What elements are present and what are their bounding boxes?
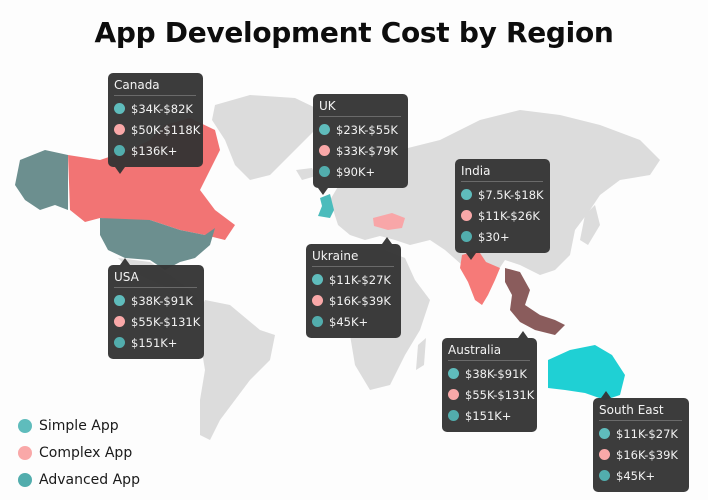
madagascar-shape [416,338,426,370]
region-card-australia: Australia $38K-$91K $55K-$131K $151K+ [442,331,537,432]
region-name: Australia [448,342,530,361]
complex-cost-row: $55K-$131K [448,384,534,405]
region-card-usa: USA $38K-$91K $55K-$131K $151K+ [108,258,204,359]
greenland-shape [212,95,320,180]
simple-dot-icon [319,124,330,135]
advanced-cost-row: $30+ [461,226,543,247]
complex-dot-icon [312,295,323,306]
south-america-shape [198,300,275,440]
complex-cost-row: $16K-$39K [599,444,682,465]
complex-cost-row: $50K-$118K [114,119,200,140]
complex-dot-icon [461,210,472,221]
region-card-india: India $7.5K-$18K $11K-$26K $30+ [455,159,550,260]
legend-label: Complex App [39,444,133,461]
advanced-cost-row: $151K+ [448,405,530,426]
southeast-asia-shape [505,268,565,335]
simple-cost-row: $38K-$91K [448,363,530,384]
simple-cost-row: $38K-$91K [114,290,197,311]
advanced-cost-row: $90K+ [319,161,401,182]
advanced-cost-row: $45K+ [312,311,394,332]
legend: Simple App Complex App Advanced App [18,412,140,493]
region-name: India [461,163,543,182]
region-name: USA [114,269,197,288]
pointer-icon [466,253,476,260]
complex-dot-icon [18,445,32,460]
advanced-dot-icon [599,470,610,481]
region-name: UK [319,98,401,117]
pointer-icon [601,391,611,398]
complex-cost-row: $16K-$39K [312,290,394,311]
usa-shape [100,218,215,270]
complex-cost-row: $33K-$79K [319,140,401,161]
japan-shape [580,205,600,245]
legend-label: Advanced App [39,471,140,488]
region-card-ukraine: Ukraine $11K-$27K $16K-$39K $45K+ [306,237,401,338]
region-card-uk: UK $23K-$55K $33K-$79K $90K+ [313,94,408,195]
advanced-dot-icon [114,145,125,156]
region-name: Ukraine [312,248,394,267]
uk-shape [318,194,334,218]
simple-dot-icon [599,428,610,439]
complex-dot-icon [319,145,330,156]
advanced-cost-row: $151K+ [114,332,197,353]
complex-cost-row: $55K-$131K [114,311,200,332]
legend-item-advanced: Advanced App [18,466,140,493]
region-name: South East [599,402,682,421]
page-title: App Development Cost by Region [94,16,614,49]
ukraine-shape [373,213,405,230]
simple-cost-row: $23K-$55K [319,119,401,140]
pointer-icon [120,258,130,265]
complex-dot-icon [599,449,610,460]
advanced-cost-row: $45K+ [599,465,682,486]
pointer-icon [382,237,392,244]
advanced-cost-row: $136K+ [114,140,196,161]
complex-cost-row: $11K-$26K [461,205,543,226]
simple-dot-icon [461,189,472,200]
region-card-canada: Canada $34K-$82K $50K-$118K $136K+ [108,73,203,174]
australia-shape [548,345,625,400]
simple-dot-icon [114,103,125,114]
pointer-icon [518,331,528,338]
simple-cost-row: $34K-$82K [114,98,196,119]
simple-cost-row: $7.5K-$18K [461,184,544,205]
simple-cost-row: $11K-$27K [312,269,394,290]
advanced-dot-icon [448,410,459,421]
simple-dot-icon [114,295,125,306]
advanced-dot-icon [319,166,330,177]
region-name: Canada [114,77,196,96]
complex-dot-icon [448,389,459,400]
alaska-shape [15,150,68,210]
advanced-dot-icon [114,337,125,348]
simple-dot-icon [18,418,32,433]
region-card-south-east: South East $11K-$27K $16K-$39K $45K+ [593,391,689,492]
advanced-dot-icon [312,316,323,327]
iceland-shape [296,168,316,180]
complex-dot-icon [114,124,125,135]
legend-item-complex: Complex App [18,439,140,466]
simple-cost-row: $11K-$27K [599,423,682,444]
advanced-dot-icon [461,231,472,242]
advanced-dot-icon [18,472,32,487]
pointer-icon [115,167,125,174]
simple-dot-icon [448,368,459,379]
india-shape [460,250,500,305]
simple-dot-icon [312,274,323,285]
legend-label: Simple App [39,417,119,434]
complex-dot-icon [114,316,125,327]
pointer-icon [318,188,328,195]
legend-item-simple: Simple App [18,412,140,439]
